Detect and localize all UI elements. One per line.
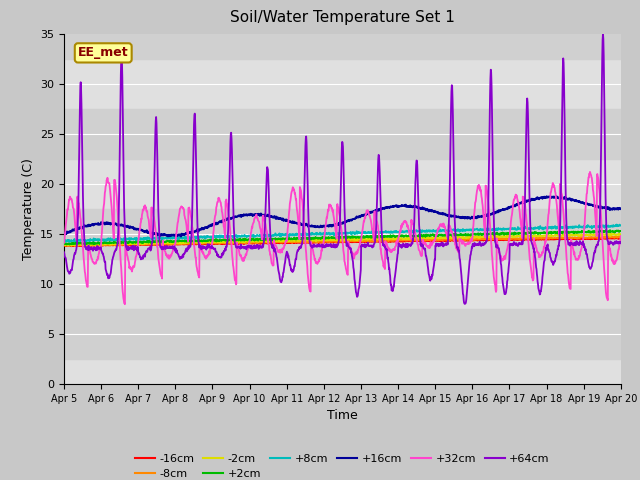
+2cm	[602, 227, 610, 233]
+2cm	[104, 240, 111, 246]
+8cm	[318, 232, 326, 238]
+64cm	[617, 239, 625, 245]
Bar	[64, 108, 621, 159]
Bar	[64, 209, 621, 259]
+8cm	[378, 229, 385, 235]
-16cm	[126, 242, 134, 248]
+2cm	[60, 240, 68, 246]
+64cm	[599, 31, 607, 36]
-2cm	[126, 241, 134, 247]
-8cm	[318, 238, 326, 244]
Line: -2cm: -2cm	[64, 233, 621, 246]
+2cm	[297, 236, 305, 241]
Line: +16cm: +16cm	[64, 196, 621, 237]
Line: +8cm: +8cm	[64, 225, 621, 242]
+32cm	[586, 169, 594, 175]
+16cm	[103, 220, 111, 226]
+8cm	[297, 231, 305, 237]
Line: +32cm: +32cm	[64, 172, 621, 304]
-8cm	[104, 241, 111, 247]
+32cm	[318, 244, 326, 250]
+2cm	[318, 235, 326, 240]
Y-axis label: Temperature (C): Temperature (C)	[22, 158, 35, 260]
+16cm	[378, 206, 385, 212]
+32cm	[126, 265, 134, 271]
Bar	[64, 309, 621, 359]
+8cm	[104, 236, 111, 241]
+64cm	[318, 242, 326, 248]
X-axis label: Time: Time	[327, 409, 358, 422]
+32cm	[103, 179, 111, 185]
-8cm	[65, 243, 72, 249]
+16cm	[60, 231, 68, 237]
+16cm	[308, 223, 316, 229]
+32cm	[60, 240, 68, 246]
+16cm	[177, 234, 185, 240]
+2cm	[66, 241, 74, 247]
-16cm	[617, 236, 625, 241]
+32cm	[121, 301, 129, 307]
Line: -16cm: -16cm	[64, 238, 621, 246]
Line: +2cm: +2cm	[64, 230, 621, 244]
+32cm	[378, 251, 385, 257]
-8cm	[60, 242, 68, 248]
-2cm	[308, 238, 316, 243]
-2cm	[297, 237, 305, 243]
-2cm	[68, 243, 76, 249]
-2cm	[318, 237, 326, 243]
-8cm	[297, 239, 305, 244]
Text: EE_met: EE_met	[78, 47, 129, 60]
+8cm	[60, 237, 68, 242]
+8cm	[613, 222, 621, 228]
+8cm	[617, 223, 625, 228]
+16cm	[297, 221, 305, 227]
-16cm	[308, 240, 316, 246]
+64cm	[126, 246, 134, 252]
-16cm	[378, 239, 385, 245]
-8cm	[126, 241, 134, 247]
Bar	[64, 9, 621, 59]
-8cm	[378, 238, 385, 244]
+64cm	[60, 249, 68, 255]
+8cm	[66, 239, 74, 245]
Legend: -16cm, -8cm, -2cm, +2cm, +8cm, +16cm, +32cm, +64cm: -16cm, -8cm, -2cm, +2cm, +8cm, +16cm, +3…	[131, 449, 554, 480]
-2cm	[607, 230, 614, 236]
-16cm	[60, 242, 68, 248]
Line: +64cm: +64cm	[64, 34, 621, 304]
+64cm	[461, 301, 468, 307]
-2cm	[104, 241, 111, 247]
+8cm	[308, 230, 316, 236]
-2cm	[60, 241, 68, 247]
-2cm	[378, 236, 385, 241]
+16cm	[126, 224, 134, 229]
-2cm	[617, 232, 625, 238]
Title: Soil/Water Temperature Set 1: Soil/Water Temperature Set 1	[230, 11, 455, 25]
+64cm	[308, 242, 316, 248]
-8cm	[616, 234, 623, 240]
+2cm	[126, 239, 134, 245]
Line: -8cm: -8cm	[64, 237, 621, 246]
+32cm	[617, 233, 625, 239]
+16cm	[617, 206, 625, 212]
+2cm	[378, 234, 385, 240]
-16cm	[297, 240, 305, 245]
+32cm	[308, 246, 316, 252]
+16cm	[318, 224, 326, 229]
-16cm	[68, 243, 76, 249]
-8cm	[308, 239, 316, 245]
+16cm	[552, 193, 559, 199]
+8cm	[126, 237, 134, 243]
+64cm	[103, 272, 111, 278]
+64cm	[377, 209, 385, 215]
+2cm	[308, 235, 316, 241]
-16cm	[613, 235, 621, 241]
+32cm	[297, 187, 305, 192]
+64cm	[296, 244, 304, 250]
-16cm	[104, 242, 111, 248]
-8cm	[617, 234, 625, 240]
-16cm	[318, 239, 326, 245]
+2cm	[617, 228, 625, 234]
